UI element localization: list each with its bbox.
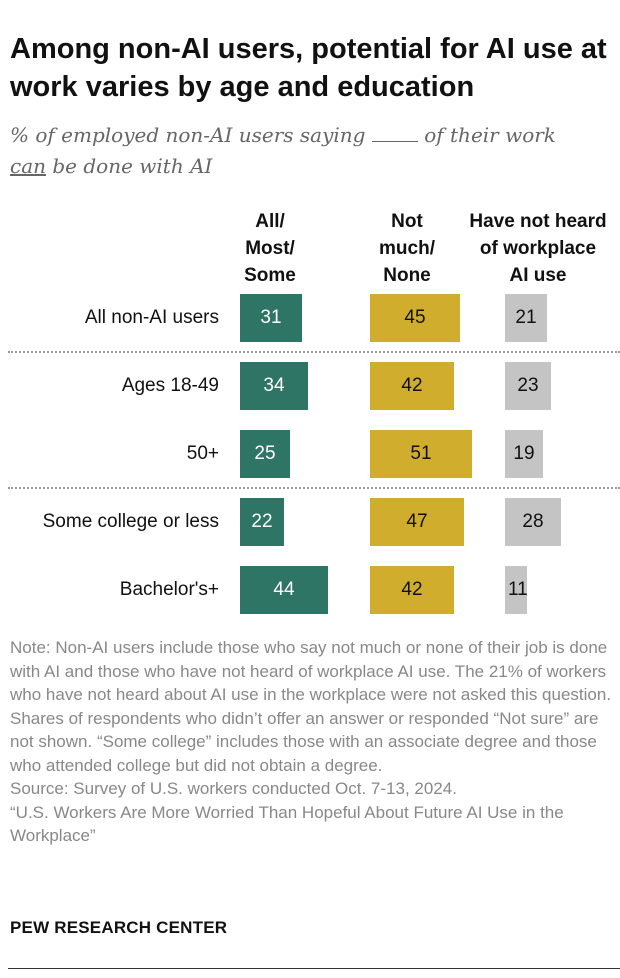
subtitle-part-4: be done with AI [52, 154, 213, 178]
group-divider [8, 487, 620, 489]
data-label: 44 [273, 579, 295, 600]
bar-gray: 23 [505, 362, 551, 410]
data-label: 31 [260, 307, 282, 328]
data-label: 19 [513, 443, 535, 464]
group-divider [8, 351, 620, 353]
chart-subtitle: % of employed non-AI users saying of the… [10, 120, 610, 182]
column-header-2: Not much/ None [379, 211, 435, 286]
chart-title: Among non-AI users, potential for AI use… [10, 33, 607, 103]
brand-logo-text: PEW RESEARCH CENTER [10, 918, 228, 937]
bar-gold: 47 [370, 498, 464, 546]
data-label: 11 [508, 579, 528, 600]
subtitle-part-2: of their work [424, 123, 556, 147]
data-label: 25 [254, 443, 276, 464]
column-header-3: Have not heard of workplace AI use [469, 211, 607, 286]
bar-gold: 45 [370, 294, 460, 342]
bar-gray: 21 [505, 294, 547, 342]
row-label: All non-AI users [84, 307, 219, 328]
note-text: Note: Non-AI users include those who say… [10, 638, 612, 775]
data-label: 22 [251, 511, 273, 532]
notes-block: Note: Non-AI users include those who say… [10, 636, 615, 848]
column-header-1: All/ Most/ Some [244, 211, 296, 286]
data-label: 42 [401, 375, 423, 396]
bar-gray: 19 [505, 430, 543, 478]
bar-green: 34 [240, 362, 308, 410]
bar-gold: 42 [370, 566, 454, 614]
bar-gold: 42 [370, 362, 454, 410]
subtitle-part-1: % of employed non-AI users saying [10, 123, 366, 147]
row-label: Bachelor's+ [119, 579, 219, 600]
data-label: 34 [263, 375, 285, 396]
report-title: “U.S. Workers Are More Worried Than Hope… [10, 802, 564, 846]
data-label: 21 [515, 307, 537, 328]
bar-green: 31 [240, 294, 302, 342]
data-label: 42 [401, 579, 423, 600]
subtitle-blank [371, 125, 418, 142]
data-label: 47 [406, 511, 428, 532]
row-label: Ages 18-49 [121, 375, 219, 396]
bar-green: 44 [240, 566, 328, 614]
bar-gray: 11 [505, 566, 528, 614]
data-label: 51 [410, 443, 432, 464]
data-label: 45 [404, 307, 426, 328]
row-label: Some college or less [42, 511, 219, 532]
subtitle-part-3: can [10, 154, 47, 178]
source-text: Source: Survey of U.S. workers conducted… [10, 779, 457, 798]
bar-green: 22 [240, 498, 284, 546]
bottom-rule [8, 968, 620, 969]
data-label: 28 [522, 511, 544, 532]
bar-gray: 28 [505, 498, 561, 546]
row-label: 50+ [186, 443, 219, 464]
bar-green: 25 [240, 430, 290, 478]
data-label: 23 [517, 375, 539, 396]
bar-gold: 51 [370, 430, 472, 478]
